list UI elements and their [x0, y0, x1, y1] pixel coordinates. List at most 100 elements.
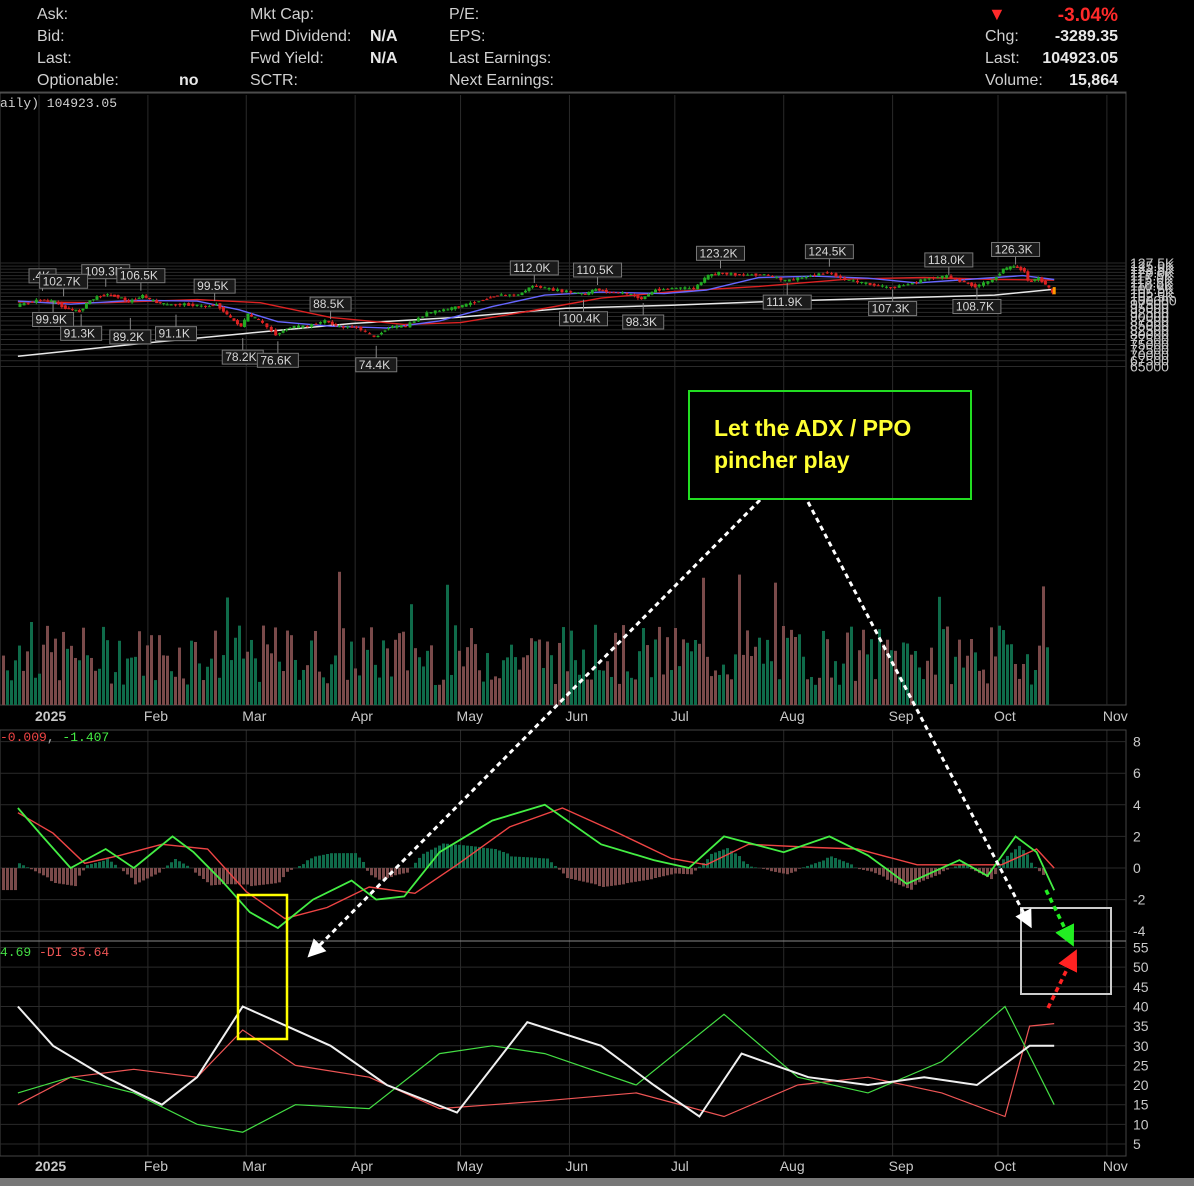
ppo-histogram-bar: [58, 868, 61, 884]
ppo-histogram-bar: [54, 868, 57, 884]
ppo-histogram-bar: [486, 848, 489, 868]
volume-bar: [562, 627, 565, 705]
volume-bar: [606, 661, 609, 705]
volume-bar: [714, 670, 717, 705]
volume-bar: [602, 670, 605, 705]
volume-bar: [858, 650, 861, 705]
ppo-histogram-bar: [610, 868, 613, 886]
ppo-y-tick: 8: [1133, 734, 1141, 750]
price-candle: [481, 300, 485, 302]
volume-bar: [594, 624, 597, 705]
price-candle: [527, 287, 531, 291]
price-candle: [597, 288, 601, 291]
price-candle: [433, 310, 437, 314]
sma-short-line: [17, 274, 1055, 329]
ppo-histogram-bar: [458, 844, 461, 868]
price-annotation-box: [193, 278, 236, 294]
price-candle: [733, 273, 737, 276]
price-annotation-label: 91.3K: [64, 326, 95, 340]
volume-bar: [762, 663, 765, 705]
bottom-scrollbar[interactable]: [0, 1178, 1194, 1186]
price-candle: [601, 290, 605, 292]
ppo-histogram-bar: [286, 868, 289, 872]
volume-bar: [630, 677, 633, 705]
annotation-line-2: pincher play: [714, 447, 850, 473]
volume-bar: [774, 582, 777, 705]
price-candle: [253, 317, 257, 319]
price-candle: [1001, 268, 1005, 274]
volume-bar: [98, 668, 101, 705]
price-candle: [148, 297, 152, 300]
volume-bar: [522, 657, 525, 705]
ppo-histogram-bar: [814, 863, 817, 868]
volume-bar: [294, 659, 297, 705]
price-annotation-label: 124.5K: [808, 245, 846, 259]
volume-bar: [126, 658, 129, 705]
volume-bar: [990, 627, 993, 705]
volume-bar: [366, 649, 369, 705]
volume-bar: [862, 629, 865, 705]
volume-bar: [810, 676, 813, 705]
price-candle: [67, 308, 71, 310]
price-annotation-label: 102.7K: [43, 274, 81, 288]
price-annotation-label: 109.3K: [85, 265, 123, 279]
ppo-histogram-bar: [862, 868, 865, 870]
volume-bar: [830, 677, 833, 705]
ppo-histogram-bar: [522, 857, 525, 868]
price-candle: [257, 318, 261, 320]
ppo-histogram-bar: [594, 868, 597, 885]
price-candle: [387, 328, 391, 330]
ppo-histogram-bar: [174, 859, 177, 868]
ppo-histogram-bar: [642, 868, 645, 881]
volume-bar: [526, 655, 529, 705]
price-candle: [204, 305, 208, 307]
ppo-histogram-bar: [446, 843, 449, 868]
price-y-tick: 90000: [1130, 309, 1169, 325]
volume-bar: [438, 684, 441, 705]
price-y-tick: 125.0K: [1130, 258, 1175, 274]
price-candle: [516, 294, 520, 296]
price-candle: [612, 292, 616, 294]
price-candle: [729, 273, 733, 275]
price-candle: [746, 274, 750, 276]
ppo-histogram-bar: [890, 868, 893, 882]
volume-bar: [930, 647, 933, 705]
ppo-histogram-bar: [266, 868, 269, 885]
ppo-histogram-bar: [426, 851, 429, 868]
volume-bar: [946, 626, 949, 705]
volume-bar: [62, 631, 65, 705]
price-annotation-box: [695, 245, 745, 261]
adx-y-tick: 10: [1133, 1116, 1149, 1132]
ppo-histogram-bar: [102, 860, 105, 868]
volume-bar: [226, 597, 229, 705]
adx-legend-plus: 4.69: [0, 945, 39, 960]
x-axis-label-bottom: Aug: [780, 1158, 805, 1174]
ppo-y-tick: 6: [1133, 765, 1141, 781]
ppo-histogram-bar: [1022, 850, 1025, 868]
volume-bar: [910, 654, 913, 705]
ppo-histogram-bar: [66, 868, 69, 885]
ppo-histogram-bar: [990, 868, 993, 880]
price-candle: [235, 320, 239, 325]
volume-bar: [338, 571, 341, 705]
volume-bar: [706, 656, 709, 705]
volume-bar: [474, 644, 477, 705]
arrow-to-current-pinch: [806, 501, 1032, 929]
price-candle: [191, 303, 195, 307]
price-candle: [625, 293, 629, 295]
price-candle: [60, 302, 64, 308]
price-candle: [1033, 278, 1037, 281]
last-label: Last:: [37, 50, 72, 67]
price-candle: [994, 277, 998, 280]
volume-bar: [846, 632, 849, 705]
volume-bar: [918, 667, 921, 705]
volume-bar: [518, 669, 521, 705]
ppo-histogram-bar: [334, 853, 337, 868]
volume-bar: [330, 664, 333, 705]
ppo-histogram-bar: [298, 866, 301, 868]
volume-bar: [798, 634, 801, 705]
volume-bar: [150, 635, 153, 705]
price-candle: [864, 282, 868, 284]
ppo-histogram-bar: [78, 868, 81, 876]
volume-bar: [982, 669, 985, 705]
